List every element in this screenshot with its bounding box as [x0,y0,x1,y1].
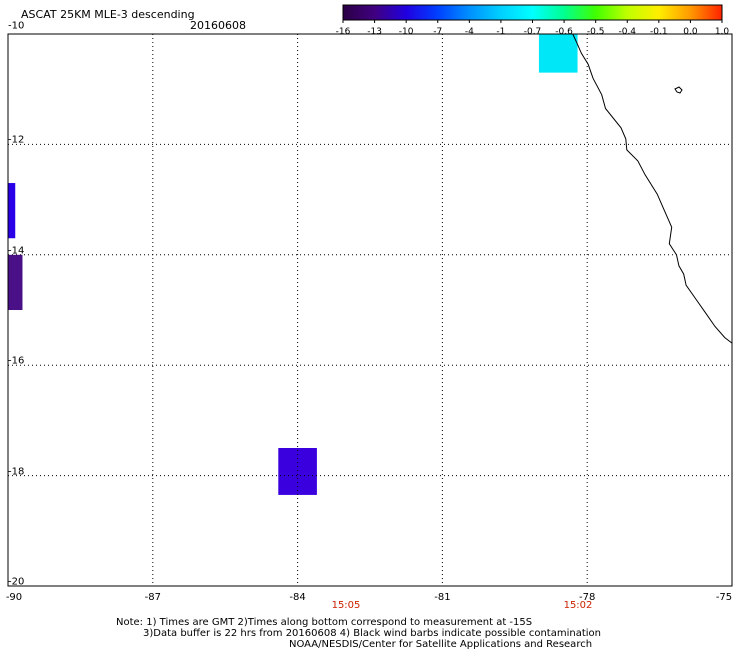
lon-label: -90 [5,592,23,603]
lat-label: -12 [8,134,25,146]
plot-frame [7,33,733,587]
colorbar-label: -13 [367,27,382,37]
colorbar-label: -4 [464,27,474,37]
colorbar-label: -0.6 [555,27,573,37]
lat-label: -14 [8,245,25,257]
lat-label: -18 [8,466,25,478]
colorbar-label: 1.0 [714,27,730,37]
lat-label: -10 [8,20,25,32]
colorbar-label: -16 [335,27,351,37]
lon-label: -75 [715,592,733,603]
coastline [572,33,733,344]
lon-label: -81 [434,592,451,603]
footer-note-line3: NOAA/NESDIS/Center for Satellite Applica… [289,639,593,650]
lat-label: -16 [8,355,25,367]
product-date: 20160608 [190,19,246,32]
island [674,86,683,94]
colorbar-label: -0.4 [618,27,637,37]
footer-note-line2: 3)Data buffer is 22 hrs from 20160608 4)… [143,628,601,639]
colorbar-label: -0.1 [650,27,668,37]
colorbar-label: 0.0 [683,27,698,37]
colorbar-label: -10 [398,27,414,37]
lon-label: -87 [144,592,161,603]
lon-label: -84 [289,592,306,603]
cell-purple-west [8,254,23,310]
cell-indigo-south [278,448,317,495]
footer-note-line1: Note: 1) Times are GMT 2)Times along bot… [116,617,533,628]
cell-blue-west [8,183,16,239]
time-label-west: 15:05 [331,600,361,611]
colorbar-label: -1 [496,27,506,37]
map-plot [7,33,733,587]
colorbar-label: -0.7 [523,27,542,37]
lat-label: -20 [8,576,25,588]
time-label-east: 15:02 [563,600,593,611]
product-title: ASCAT 25KM MLE-3 descending [21,8,195,21]
lon-label: -78 [579,592,596,603]
cell-cyan-nw-peru [538,34,578,73]
colorbar [342,4,723,23]
colorbar-label: -7 [433,27,443,37]
colorbar-label: -0.5 [586,27,605,37]
